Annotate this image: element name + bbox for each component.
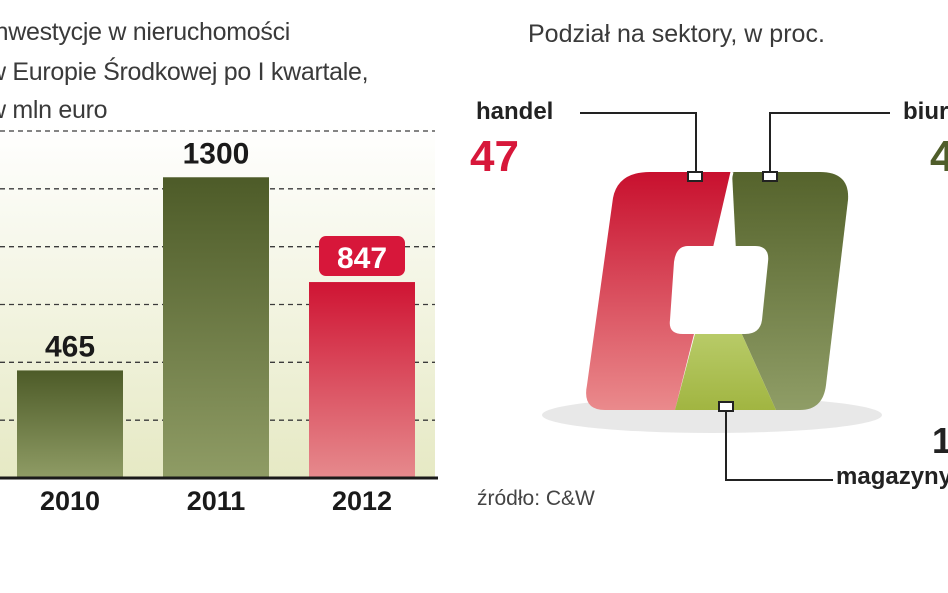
source-note: źródło: C&W <box>477 487 595 510</box>
slice-biura <box>732 172 849 410</box>
label-handel: handel <box>476 98 554 125</box>
center-hole <box>669 246 769 334</box>
bar-2010 <box>17 370 123 478</box>
label-magazyny: magazyny <box>836 463 948 490</box>
leader-biura <box>769 112 890 176</box>
leader-magazyny <box>725 406 833 481</box>
sector-chart-title: Podział na sektory, w proc. <box>528 20 825 48</box>
value-label-2012: 847 <box>337 242 387 275</box>
bar-chart: 465 1300 847 2010 2011 2012 <box>0 125 438 516</box>
leader-magazyny-tab <box>718 401 734 412</box>
slice-handel <box>586 172 732 410</box>
label-biura: biura <box>903 98 948 125</box>
bar-chart-title-line-1: Inwestycje w nieruchomości <box>0 18 291 46</box>
x-tick-2012: 2012 <box>332 486 392 516</box>
sector-chart <box>542 112 890 481</box>
x-tick-2011: 2011 <box>187 486 246 516</box>
value-biura: 4 <box>930 132 948 181</box>
leader-handel-tab <box>687 171 703 182</box>
slice-magazyny <box>675 330 776 410</box>
leader-biura-tab <box>762 171 778 182</box>
bar-chart-title-line-2: w Europie Środkowej po I kwartale, <box>0 58 369 86</box>
bar-2011 <box>163 177 269 478</box>
value-label-2010: 465 <box>45 330 95 363</box>
bar-2012 <box>309 282 415 478</box>
value-magazyny: 1 <box>932 420 948 461</box>
value-label-2011: 1300 <box>183 137 250 170</box>
value-handel: 47 <box>470 132 519 181</box>
x-tick-2010: 2010 <box>40 486 100 516</box>
leader-handel <box>580 112 697 176</box>
bar-chart-title-line-3: w mln euro <box>0 96 108 124</box>
value-badge-2012 <box>319 236 405 277</box>
